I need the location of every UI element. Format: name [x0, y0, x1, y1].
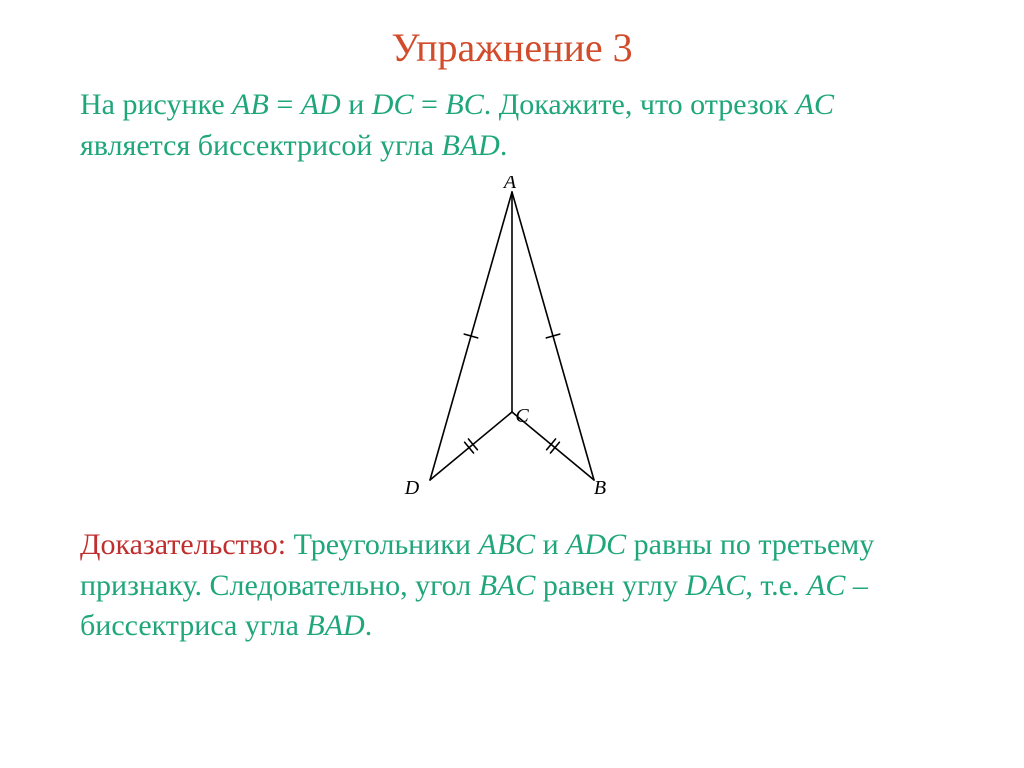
- slide: Упражнение 3 На рисунке AB = AD и DC = B…: [0, 0, 1024, 768]
- math-var: BAD: [306, 609, 364, 642]
- math-var: BAC: [479, 569, 536, 602]
- text: равен углу: [535, 569, 685, 602]
- math-var: BAD: [442, 129, 500, 162]
- text: Треугольники: [286, 528, 478, 561]
- math-var: ABC: [478, 528, 535, 561]
- proof-text: Доказательство: Треугольники ABC и ADC р…: [60, 525, 964, 647]
- svg-text:D: D: [404, 477, 420, 499]
- svg-text:B: B: [594, 477, 606, 499]
- text: . Докажите, что отрезок: [484, 88, 796, 121]
- problem-statement: На рисунке AB = AD и DC = BC. Докажите, …: [60, 85, 964, 166]
- math-var: DC: [372, 88, 414, 121]
- math-var: AC: [807, 569, 845, 602]
- svg-text:C: C: [515, 405, 529, 427]
- geometry-figure: A C D B: [352, 176, 672, 506]
- math-var: ADC: [566, 528, 626, 561]
- text: является биссектрисой угла: [80, 129, 442, 162]
- math-var: AC: [796, 88, 834, 121]
- text: На рисунке: [80, 88, 232, 121]
- text: и: [341, 88, 372, 121]
- math-var: BC: [445, 88, 483, 121]
- text: .: [365, 609, 373, 642]
- text: и: [535, 528, 566, 561]
- proof-lead: Доказательство:: [80, 528, 286, 561]
- svg-text:A: A: [502, 176, 517, 193]
- text: , т.е.: [745, 569, 807, 602]
- math-var: AB: [232, 88, 269, 121]
- text: .: [500, 129, 508, 162]
- page-title: Упражнение 3: [60, 24, 964, 71]
- math-var: DAC: [685, 569, 745, 602]
- math-var: AD: [301, 88, 341, 121]
- text: =: [413, 88, 445, 121]
- figure-container: A C D B: [60, 176, 964, 511]
- text: =: [269, 88, 301, 121]
